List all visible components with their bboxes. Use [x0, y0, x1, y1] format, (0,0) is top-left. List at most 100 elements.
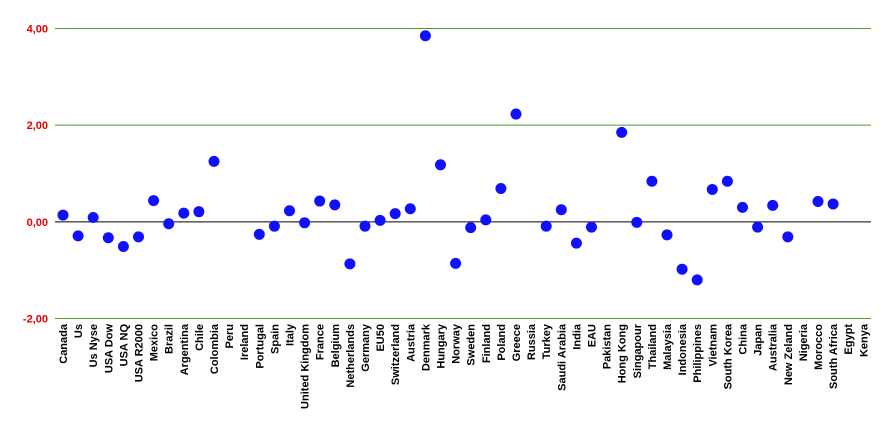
x-axis-tick-labels: Canada Us Us Nyse USA Dow USA NQ USA R2000 Mex…: [58, 323, 870, 409]
data-point: [435, 159, 446, 171]
x-tick-label: Italy: [285, 323, 297, 346]
data-point: [389, 208, 401, 220]
data-point: [767, 199, 779, 211]
x-tick-label: Germany: [360, 323, 372, 372]
x-tick-label: Turkey: [541, 323, 553, 359]
x-tick-label: Nigeria: [798, 323, 810, 361]
x-tick-label: Japan: [753, 324, 765, 356]
x-tick-label: United Kingdom: [300, 324, 312, 409]
data-point: [163, 218, 175, 230]
x-tick-label: Norway: [451, 323, 463, 364]
y-tick-label: -2,00: [23, 314, 48, 326]
y-tick-label: 4,00: [27, 24, 48, 36]
x-tick-label: Us Nyse: [88, 324, 100, 367]
data-point: [314, 195, 326, 207]
data-point: [102, 232, 114, 244]
data-point: [540, 220, 552, 232]
data-point: [465, 222, 477, 234]
data-point: [117, 240, 129, 252]
data-point: [706, 183, 718, 195]
x-tick-label: Netherlands: [345, 324, 357, 388]
data-point: [253, 228, 265, 240]
x-tick-label: Chile: [194, 324, 206, 351]
y-tick-label: 0,00: [27, 217, 48, 229]
x-tick-label: Argentina: [179, 323, 191, 375]
data-point: [586, 221, 597, 233]
data-point: [510, 108, 522, 120]
data-point: [631, 216, 643, 228]
x-tick-label: Switzerland: [390, 324, 402, 385]
x-tick-label: Vietnam: [707, 324, 719, 367]
data-point: [676, 263, 688, 275]
data-point: [827, 198, 839, 210]
x-tick-label: Pakistan: [602, 324, 614, 370]
x-tick-label: Austria: [405, 323, 417, 362]
x-tick-label: Spain: [269, 324, 281, 354]
data-points: [57, 30, 839, 286]
data-point: [208, 155, 220, 167]
x-tick-label: Peru: [224, 324, 236, 348]
data-point: [374, 214, 386, 226]
x-tick-label: Portugal: [254, 324, 266, 369]
x-tick-label: Hungary: [436, 323, 448, 369]
gridlines: [55, 28, 871, 319]
x-tick-label: Russia: [526, 323, 538, 360]
x-tick-label: Mexico: [149, 324, 161, 362]
x-tick-label: Indonesia: [677, 323, 689, 375]
data-point: [404, 203, 416, 215]
data-point: [570, 237, 582, 249]
x-tick-label: China: [738, 323, 750, 354]
x-tick-label: Brazil: [164, 324, 176, 354]
y-axis-tick-labels: -2,00 0,00 2,00 4,00: [23, 24, 48, 326]
x-tick-label: Egypt: [843, 324, 855, 355]
x-tick-label: Belgium: [330, 324, 342, 368]
data-point: [87, 211, 99, 223]
x-tick-label: Denmark: [420, 323, 432, 371]
data-point: [812, 196, 824, 208]
data-point: [178, 207, 190, 219]
data-point: [193, 206, 205, 218]
data-point: [752, 221, 764, 233]
x-tick-label: USA NQ: [118, 324, 130, 367]
x-tick-label: Greece: [511, 324, 523, 361]
x-tick-label: Philippines: [692, 324, 704, 383]
x-tick-label: Sweden: [466, 324, 478, 366]
data-point: [646, 175, 658, 187]
x-tick-label: EU50: [375, 324, 387, 352]
data-point: [57, 209, 69, 221]
data-point: [419, 30, 431, 42]
x-tick-label: Colombia: [209, 323, 221, 374]
data-point: [72, 230, 84, 242]
x-tick-label: Thailand: [647, 324, 659, 369]
x-tick-label: Kenya: [858, 323, 870, 357]
x-tick-label: France: [315, 324, 327, 360]
x-tick-label: New Zeland: [783, 324, 795, 385]
x-tick-label: Saudi Arabia: [556, 323, 568, 391]
data-point: [359, 220, 371, 232]
data-point: [721, 175, 733, 187]
data-point: [661, 229, 673, 241]
data-point: [616, 126, 628, 138]
x-tick-label: Ireland: [239, 324, 251, 360]
data-point: [450, 257, 462, 269]
x-tick-label: Finland: [481, 324, 493, 363]
x-tick-label: Australia: [768, 323, 780, 371]
x-tick-label: EAU: [587, 324, 599, 347]
x-tick-label: Canada: [58, 323, 70, 364]
data-point: [299, 217, 311, 229]
x-tick-label: USA Dow: [103, 324, 115, 374]
x-tick-label: Malaysia: [662, 323, 674, 370]
x-tick-label: Singapour: [632, 323, 644, 378]
x-tick-label: India: [571, 323, 583, 350]
x-tick-label: South Africa: [828, 323, 840, 389]
x-tick-label: South Korea: [722, 323, 734, 389]
data-point: [737, 201, 748, 213]
data-point: [344, 258, 356, 270]
data-point: [284, 205, 295, 217]
data-point: [555, 204, 567, 216]
data-point: [480, 214, 492, 226]
data-point: [148, 195, 160, 207]
data-point: [782, 231, 794, 243]
data-point: [495, 182, 507, 194]
